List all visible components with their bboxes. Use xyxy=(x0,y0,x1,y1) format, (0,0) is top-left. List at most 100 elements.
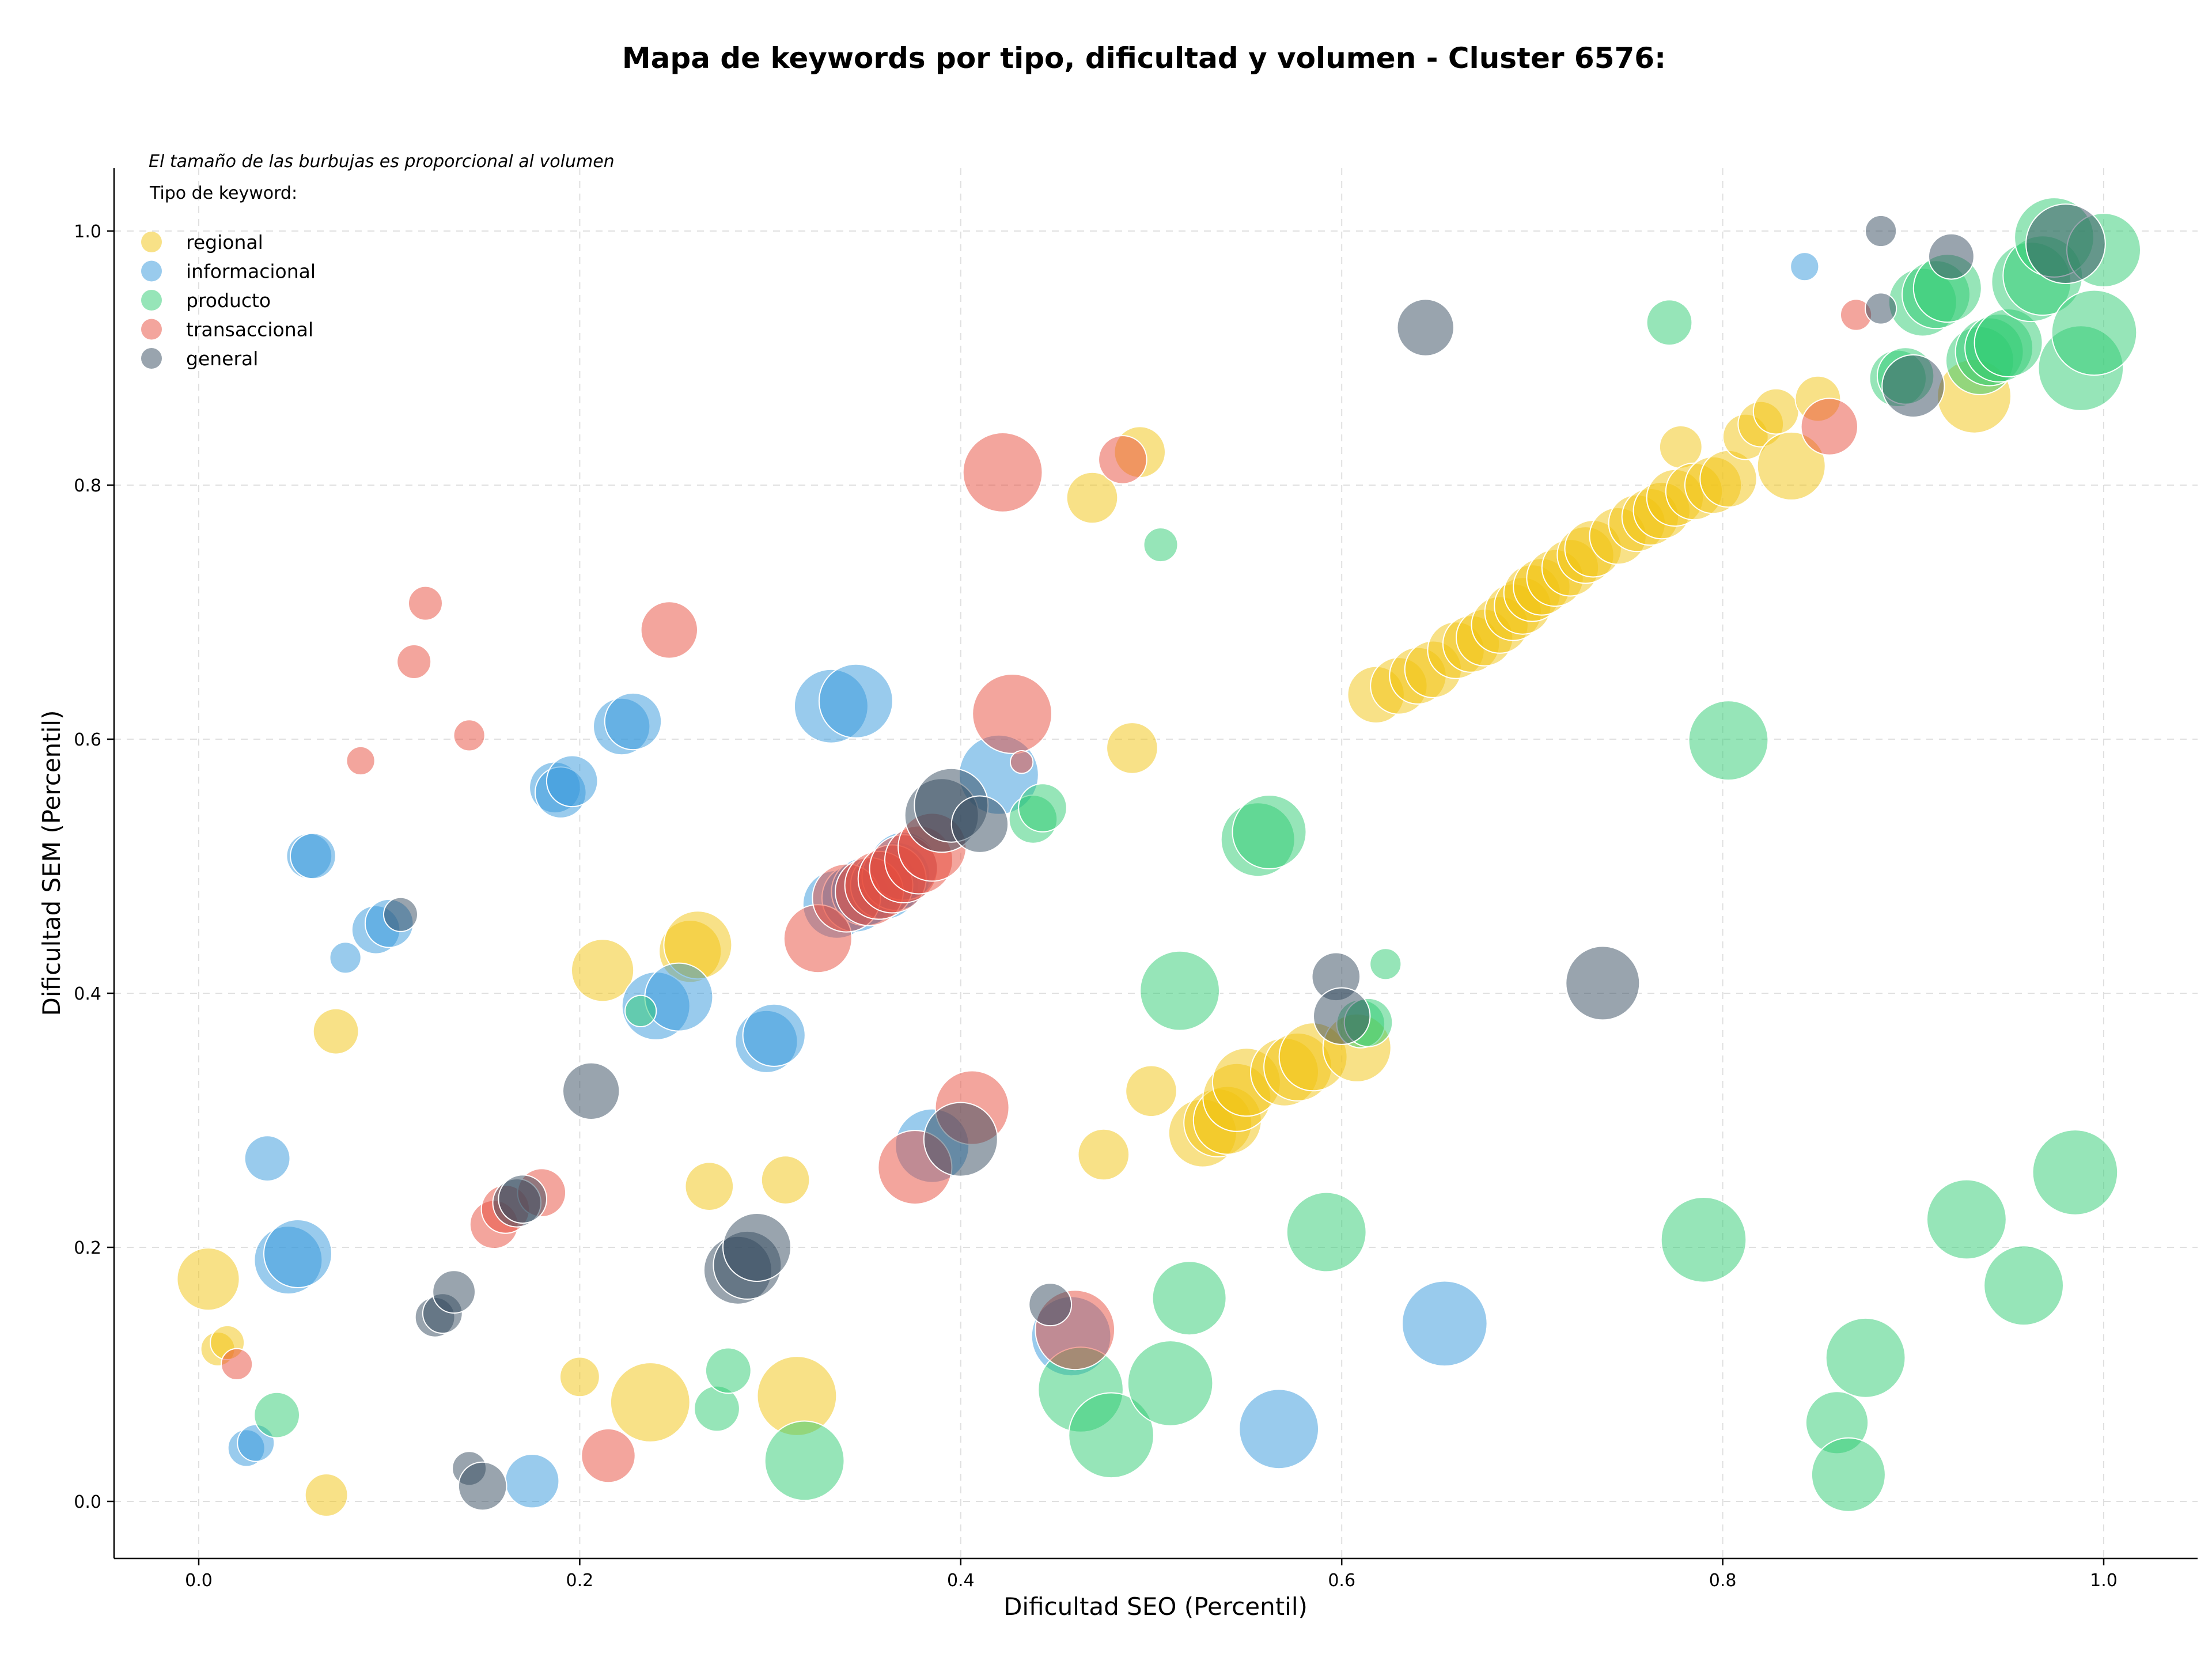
bubble-producto xyxy=(1286,1191,1367,1273)
bubble-general xyxy=(1396,298,1455,357)
bubble-producto xyxy=(1825,1317,1906,1398)
bubble-general xyxy=(383,896,418,932)
bubble-producto xyxy=(1369,948,1402,981)
bubble-producto xyxy=(1688,700,1769,781)
bubble-general xyxy=(1028,1282,1073,1327)
bubble-producto xyxy=(1232,794,1307,869)
bubble-producto xyxy=(1068,1392,1154,1479)
bubble-regional xyxy=(1106,722,1158,774)
bubbles xyxy=(176,197,2141,1517)
legend-marker-transaccional xyxy=(141,319,162,340)
bubble-transaccional xyxy=(962,432,1043,513)
bubble-regional xyxy=(609,1362,691,1443)
bubble-producto xyxy=(1127,1340,1214,1427)
bubble-informacional xyxy=(546,755,599,808)
bubble-general xyxy=(1313,987,1371,1045)
x-tick-label: 1.0 xyxy=(2090,1571,2118,1591)
bubble-producto xyxy=(704,1347,752,1394)
y-axis-ticks: 0.0 0.2 0.4 0.6 0.8 1.0 xyxy=(74,222,114,1512)
bubble-producto xyxy=(1983,1245,2065,1326)
y-tick-label: 0.6 xyxy=(74,730,101,750)
bubble-informacional xyxy=(244,1135,291,1182)
x-tick-label: 0.0 xyxy=(185,1571,213,1591)
bubble-transaccional xyxy=(1098,435,1147,485)
bubble-informacional xyxy=(742,1003,806,1067)
bubble-general xyxy=(1565,945,1641,1021)
bubble-general xyxy=(1928,233,1975,280)
legend-label-informacional: informacional xyxy=(186,260,316,283)
bubble-general xyxy=(950,795,1009,853)
bubble-transaccional xyxy=(408,585,443,621)
bubble-transaccional xyxy=(640,601,699,659)
bubble-general xyxy=(498,1174,548,1224)
x-tick-label: 0.4 xyxy=(947,1571,975,1591)
bubble-regional xyxy=(684,1161,734,1211)
y-axis-label: Dificultad SEM (Percentil) xyxy=(37,710,66,1016)
bubble-general xyxy=(457,1461,507,1511)
y-tick-label: 0.2 xyxy=(74,1238,101,1258)
bubble-regional xyxy=(559,1356,600,1398)
bubble-general xyxy=(562,1062,620,1121)
bubble-producto xyxy=(253,1391,301,1439)
x-tick-label: 0.2 xyxy=(566,1571,594,1591)
bubble-informacional xyxy=(1238,1388,1320,1470)
bubble-general xyxy=(923,1102,998,1177)
bubble-regional xyxy=(312,1008,359,1055)
bubble-informacional xyxy=(644,962,714,1032)
legend: regional informacional producto transaccion… xyxy=(141,231,316,370)
y-tick-label: 0.8 xyxy=(74,476,101,496)
bubble-producto xyxy=(1646,299,1693,346)
bubble-regional xyxy=(304,1473,349,1517)
legend-label-producto: producto xyxy=(186,289,271,312)
bubble-regional xyxy=(760,1155,810,1205)
legend-marker-general xyxy=(141,348,162,369)
bubble-informacional xyxy=(1402,1280,1488,1367)
series-regional xyxy=(176,358,2012,1517)
bubble-producto xyxy=(624,994,657,1028)
bubble-producto xyxy=(1926,1179,2007,1260)
bubble-producto xyxy=(1018,783,1067,833)
bubble-informacional xyxy=(1790,252,1820,282)
bubble-regional xyxy=(176,1247,240,1311)
bubble-producto xyxy=(1660,1197,1747,1283)
bubble-transaccional xyxy=(1800,398,1859,456)
series-producto xyxy=(253,197,2141,1512)
bubble-regional xyxy=(571,939,635,1002)
grid-lines xyxy=(114,168,2198,1558)
y-tick-label: 0.4 xyxy=(74,984,101,1004)
bubble-general xyxy=(722,1213,791,1282)
legend-label-general: general xyxy=(186,347,258,370)
x-axis-ticks: 0.0 0.2 0.4 0.6 0.8 1.0 xyxy=(185,1558,2118,1591)
legend-label-transaccional: transaccional xyxy=(186,319,313,341)
bubble-regional xyxy=(1658,425,1703,469)
bubble-informacional xyxy=(263,1219,332,1288)
bubble-size-note: El tamaño de las burbujas es proporciona… xyxy=(149,152,615,172)
bubble-informacional xyxy=(604,692,662,751)
bubble-transaccional xyxy=(346,746,376,776)
chart-title: Mapa de keywords por tipo, dificultad y … xyxy=(622,41,1666,75)
bubble-producto xyxy=(1152,1261,1227,1336)
legend-label-regional: regional xyxy=(186,231,263,253)
legend-marker-informacional xyxy=(141,260,162,282)
bubble-producto xyxy=(1810,1437,1886,1512)
bubble-transaccional xyxy=(221,1348,253,1380)
bubble-transaccional xyxy=(581,1428,636,1484)
bubble-informacional xyxy=(329,941,362,974)
bubble-regional xyxy=(1752,388,1800,435)
bubble-producto xyxy=(2032,1129,2119,1216)
bubble-regional xyxy=(1756,431,1826,501)
bubble-general xyxy=(1881,354,1945,418)
bubble-transaccional xyxy=(1009,750,1034,774)
bubble-general xyxy=(1865,292,1897,325)
series-general xyxy=(383,203,2106,1511)
bubble-regional xyxy=(1125,1065,1177,1118)
bubble-general xyxy=(2025,203,2106,285)
bubble-informacional xyxy=(505,1454,560,1509)
bubble-regional xyxy=(1077,1128,1130,1181)
bubble-producto xyxy=(1139,950,1221,1031)
x-tick-label: 0.8 xyxy=(1709,1571,1737,1591)
bubble-producto xyxy=(2051,289,2138,376)
bubble-general xyxy=(1865,214,1897,248)
bubble-informacional xyxy=(818,663,893,739)
